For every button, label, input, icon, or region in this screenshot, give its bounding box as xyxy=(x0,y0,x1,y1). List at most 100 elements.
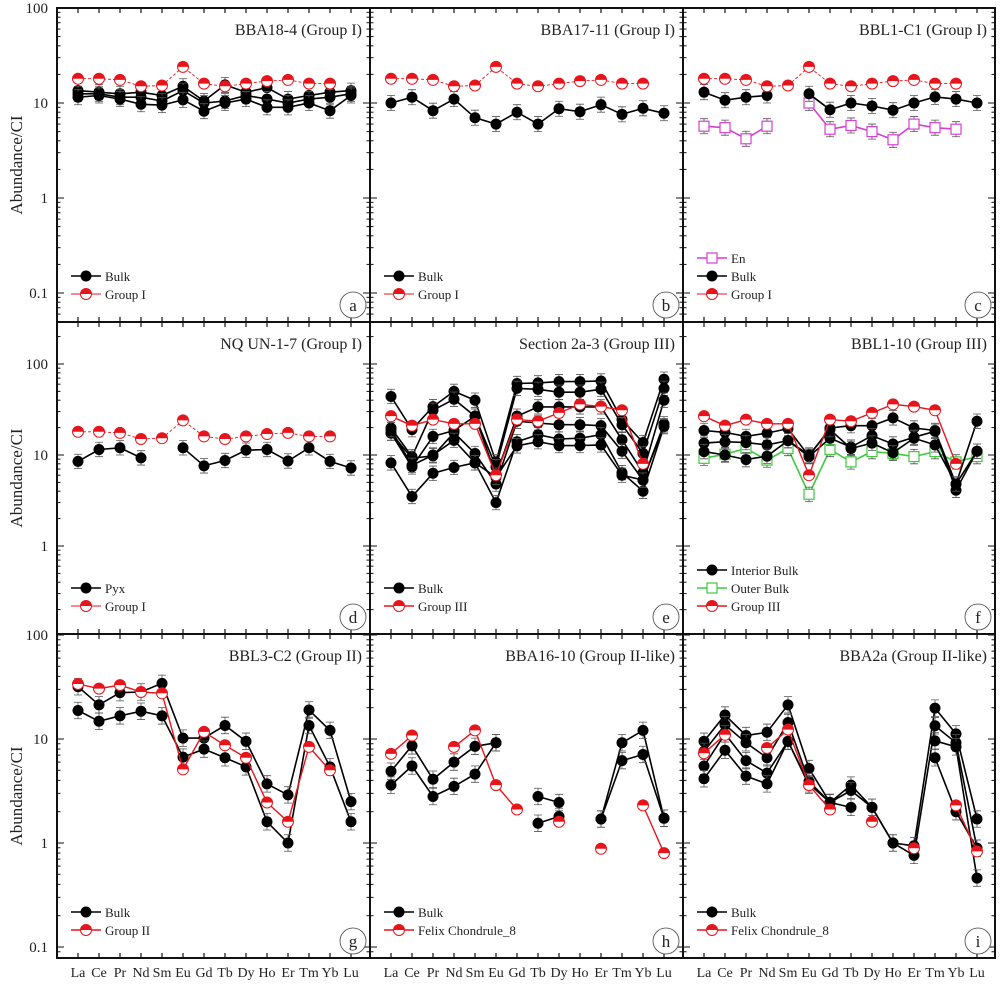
panel-title: BBA17-11 (Group I) xyxy=(541,22,676,39)
legend-label: Group III xyxy=(731,599,780,614)
x-tick-label: Pr xyxy=(740,966,753,981)
data-point-eu xyxy=(490,469,502,482)
legend-marker xyxy=(706,582,718,594)
data-point-ho xyxy=(574,419,586,431)
data-point-lu xyxy=(971,97,983,109)
data-point-tm xyxy=(929,720,941,732)
data-point-gd xyxy=(511,440,523,452)
x-tick-label: Gd xyxy=(508,966,525,981)
data-point-ce xyxy=(406,72,418,85)
data-point-er xyxy=(908,432,920,444)
data-point-yb xyxy=(950,741,962,753)
data-point-ce xyxy=(93,699,105,711)
legend-marker xyxy=(706,288,718,300)
legend-label: Group II xyxy=(105,923,150,938)
data-point-ce xyxy=(406,91,418,103)
data-point-tm xyxy=(303,97,315,109)
x-tick-label: Gd xyxy=(195,966,212,981)
data-point-tb xyxy=(845,801,857,813)
data-point-nd xyxy=(761,427,773,439)
series-bulk xyxy=(698,732,983,857)
data-point-la xyxy=(385,747,397,760)
legend-marker xyxy=(706,252,718,264)
panel-letter-badge xyxy=(964,927,992,955)
data-point-ho xyxy=(574,386,586,398)
data-point-ce xyxy=(406,760,418,772)
data-point-er xyxy=(595,842,607,855)
data-point-la xyxy=(698,72,710,85)
legend-marker xyxy=(80,270,92,282)
data-point-sm xyxy=(156,432,168,445)
series-bulk xyxy=(698,725,983,887)
data-point-nd xyxy=(448,393,460,405)
data-point-dy xyxy=(866,801,878,813)
data-point-la xyxy=(385,410,397,423)
legend-label: En xyxy=(731,251,746,266)
data-point-tb xyxy=(845,119,857,132)
panel-letter-badge xyxy=(964,603,992,631)
data-point-yb xyxy=(637,102,649,114)
data-point-nd xyxy=(135,98,147,110)
data-point-ce xyxy=(93,682,105,695)
data-point-ce xyxy=(719,728,731,741)
data-point-tb xyxy=(219,752,231,764)
panel-letter-badge xyxy=(339,603,367,631)
data-point-tm xyxy=(929,77,941,90)
data-point-gd xyxy=(198,725,210,738)
data-point-pr xyxy=(740,413,752,426)
panel-i: BBA2a (Group II-like) Bulk Felix Chondrule… xyxy=(683,634,996,959)
data-point-lu xyxy=(971,813,983,825)
data-point-gd xyxy=(824,432,836,444)
x-tick-label: Ho xyxy=(884,966,901,981)
data-point-gd xyxy=(198,105,210,117)
data-point-ho xyxy=(887,398,899,411)
x-tick-label: Nd xyxy=(132,966,149,981)
x-tick-label: Ce xyxy=(717,966,733,981)
data-point-yb xyxy=(950,457,962,470)
data-point-yb xyxy=(324,764,336,777)
x-tick-label: Lu xyxy=(343,966,359,981)
data-point-dy xyxy=(240,444,252,456)
data-point-eu xyxy=(177,60,189,73)
data-point-ho xyxy=(261,443,273,455)
data-point-gd xyxy=(511,413,523,426)
series-pyx xyxy=(72,440,357,476)
data-point-eu xyxy=(177,442,189,454)
data-point-la xyxy=(698,773,710,785)
panel-letter-badge xyxy=(652,291,680,319)
data-point-er xyxy=(282,455,294,467)
data-point-er xyxy=(908,451,920,463)
data-point-ho xyxy=(261,101,273,113)
data-point-lu xyxy=(345,796,357,808)
panel-h: BBA16-10 (Group II-like) Bulk Felix Chondr… xyxy=(370,634,684,959)
x-tick-label: Eu xyxy=(801,966,817,981)
x-tick-label: Nd xyxy=(758,966,775,981)
legend-label: Group I xyxy=(731,287,772,302)
legend-label: Bulk xyxy=(418,269,444,284)
x-tick-label: Pr xyxy=(114,966,127,981)
panel-title: BBA18-4 (Group I) xyxy=(235,22,362,39)
legend-label: Felix Chondrule_8 xyxy=(731,923,829,938)
data-point-nd xyxy=(448,385,460,397)
data-point-yb xyxy=(950,728,962,740)
x-tick-label: Tm xyxy=(925,966,945,981)
data-point-ce xyxy=(93,443,105,455)
legend-marker xyxy=(80,582,92,594)
x-tick-label: Tb xyxy=(217,966,233,981)
data-point-er xyxy=(595,73,607,86)
data-point-dy xyxy=(553,419,565,431)
legend-label: Group I xyxy=(418,287,459,302)
legend-label: Interior Bulk xyxy=(731,563,799,578)
data-point-gd xyxy=(824,77,836,90)
data-point-yb xyxy=(637,485,649,497)
data-point-ho xyxy=(887,412,899,424)
legend-marker xyxy=(80,906,92,918)
data-point-nd xyxy=(761,120,773,132)
series-group-i xyxy=(72,60,336,93)
data-point-dy xyxy=(866,437,878,449)
data-point-gd xyxy=(198,77,210,90)
data-point-ce xyxy=(719,719,731,731)
x-tick-label: Er xyxy=(594,966,608,981)
data-point-er xyxy=(282,815,294,828)
data-point-lu xyxy=(345,462,357,474)
